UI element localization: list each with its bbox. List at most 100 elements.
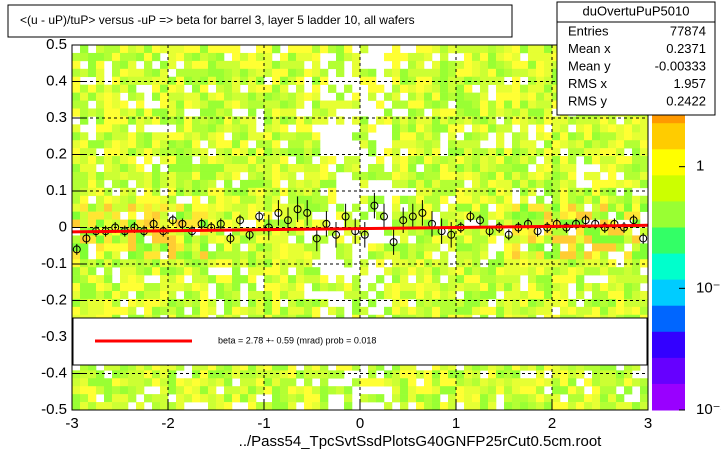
heat-cell [312,243,321,252]
heat-cell [512,116,521,125]
heat-cell [480,124,489,133]
heat-cell [200,386,209,395]
heat-cell [536,394,545,403]
heat-cell [168,140,177,149]
heat-cell [304,203,313,212]
heat-cell [488,148,497,157]
heat-cell [264,148,273,157]
heat-cell [72,402,81,411]
heat-cell [392,52,401,62]
heat-cell [120,306,129,316]
heat-cell [632,124,641,133]
heat-cell [432,243,441,252]
heat-cell [440,164,449,173]
heat-cell [224,275,233,284]
heat-cell [640,124,649,133]
heat-cell [304,132,313,141]
heat-cell [312,84,321,93]
heat-cell [152,179,161,189]
heat-cell [448,402,457,411]
heat-cell [552,156,561,165]
heat-cell [472,370,481,379]
point [284,216,292,225]
heat-cell [624,132,633,141]
heat-cell [88,219,97,228]
heat-cell [504,402,513,411]
heat-cell [496,370,505,379]
heat-cell [80,100,89,109]
heat-cell [552,171,561,181]
heat-cell [96,402,105,411]
heat-cell [536,378,545,387]
heat-cell [312,402,321,411]
heat-cell [632,251,641,260]
heat-cell [408,283,417,292]
heat-cell [160,362,169,371]
heat-cell [168,362,177,371]
heat-cell [552,290,561,300]
heat-cell [432,298,441,308]
heat-cell [504,211,513,220]
heat-cell [320,171,329,181]
heat-cell [440,259,449,268]
heat-cell [232,370,241,379]
heat-cell [88,52,97,62]
heat-cell [432,267,441,276]
heat-cell [520,259,529,268]
heat-cell [72,108,81,117]
heat-cell [424,402,433,411]
heat-cell [96,100,105,109]
heat-cell [424,76,433,85]
heat-cell [208,298,217,308]
heat-cell [176,92,185,101]
heat-cell [488,100,497,109]
heat-cell [480,203,489,212]
heat-cell [192,267,201,276]
heat-cell [232,195,241,204]
heat-cell [272,290,281,300]
heat-cell [520,140,529,149]
heat-cell [272,140,281,149]
heat-cell [520,306,529,316]
heat-cell [608,386,617,395]
heat-cell [408,195,417,204]
heat-cell [240,394,249,403]
heat-cell [288,211,297,220]
heat-cell [408,92,417,101]
heat-cell [560,370,569,379]
heat-cell [264,298,273,308]
heat-cell [344,156,353,165]
point [332,230,340,239]
heat-cell [208,386,217,395]
heat-cell [216,203,225,212]
heat-cell [440,378,449,387]
heat-cell [472,362,481,371]
heat-cell [200,164,209,173]
heat-cell [584,187,593,197]
heat-cell [112,148,121,157]
heat-cell [424,211,433,220]
palette-cell [652,201,685,228]
heat-cell [304,171,313,181]
heat-cell [160,219,169,228]
heat-cell [248,108,257,117]
heat-cell [416,156,425,165]
heat-cell [432,116,441,125]
heat-cell [528,148,537,157]
z-tick-label: 10⁻² [696,401,721,418]
heat-cell [104,402,113,411]
heat-cell [496,203,505,212]
heat-cell [576,394,585,403]
heat-cell [624,259,633,268]
heat-cell [408,370,417,379]
heat-cell [328,187,337,197]
heat-cell [232,84,241,93]
heat-cell [160,203,169,212]
heat-cell [544,251,553,260]
heat-cell [296,306,305,316]
heat-cell [392,140,401,149]
heat-cell [632,235,641,244]
y-tick-label: 0.2 [46,145,67,162]
heat-cell [184,259,193,268]
heat-cell [168,283,177,292]
